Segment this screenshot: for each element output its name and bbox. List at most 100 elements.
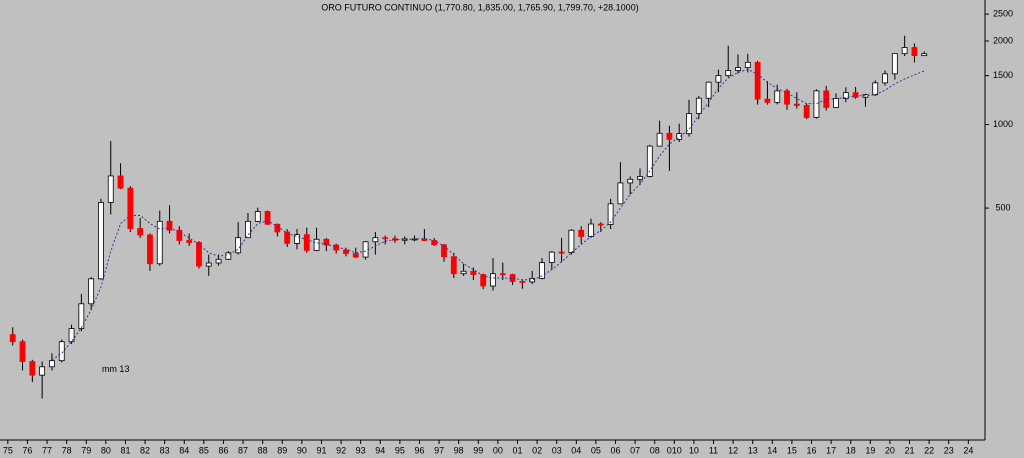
candle-body	[519, 281, 526, 283]
candle-body	[891, 53, 898, 75]
x-tick-label: 24	[963, 445, 973, 455]
x-tick-label: 10	[689, 445, 699, 455]
candle-body	[284, 231, 291, 244]
candle-body	[833, 98, 839, 108]
candle-body	[803, 105, 810, 118]
candle-body	[235, 237, 242, 254]
candle-body	[666, 132, 673, 140]
x-tick-label: 87	[238, 445, 248, 455]
candle-body	[39, 366, 46, 376]
x-tick-label: 79	[81, 445, 91, 455]
candle-body	[186, 240, 193, 243]
candle-body	[637, 176, 643, 180]
x-tick-label: 17	[826, 445, 836, 455]
candle-body	[205, 262, 212, 267]
candle-body	[166, 220, 173, 231]
x-tick-label: 96	[414, 445, 424, 455]
x-tick-label: 88	[258, 445, 268, 455]
x-tick-label: 16	[807, 445, 817, 455]
candle-body	[29, 361, 36, 376]
candle-body	[88, 278, 95, 305]
candle-body	[705, 81, 712, 99]
candle-body	[343, 249, 349, 254]
candle-body	[793, 103, 800, 106]
candle-body	[754, 61, 761, 100]
candle-body	[313, 238, 320, 251]
x-tick-label: 76	[22, 445, 32, 455]
x-tick-label: 82	[140, 445, 150, 455]
x-tick-label: 02	[532, 445, 542, 455]
x-tick-label: 12	[728, 445, 738, 455]
candle-body	[764, 98, 771, 103]
candle-body	[450, 256, 457, 275]
candle-body	[695, 97, 702, 114]
x-tick-label: 00	[493, 445, 503, 455]
candle-body	[744, 61, 751, 68]
x-tick-label: 75	[3, 445, 13, 455]
x-tick-label: 23	[944, 445, 954, 455]
candle-body	[656, 132, 663, 147]
candle-body	[78, 303, 85, 329]
candle-body	[578, 229, 585, 237]
candle-body	[568, 229, 575, 253]
x-tick-label: 05	[591, 445, 601, 455]
candle-body	[117, 175, 124, 189]
candle-body	[147, 234, 153, 265]
x-tick-label: 01	[512, 445, 522, 455]
candle-body	[901, 47, 908, 55]
y-tick-label: 2000	[993, 35, 1013, 45]
candle-body	[362, 241, 369, 258]
candle-body	[842, 92, 849, 99]
candle-body	[774, 90, 781, 103]
x-tick-label: 80	[101, 445, 111, 455]
candle-body	[676, 133, 683, 140]
x-tick-label: 20	[885, 445, 895, 455]
candle-body	[597, 223, 604, 226]
candle-body	[882, 73, 888, 84]
candle-body	[382, 237, 389, 240]
x-tick-label: 14	[767, 445, 777, 455]
candle-body	[852, 92, 859, 98]
x-tick-label: 03	[552, 445, 562, 455]
candle-body	[784, 90, 790, 105]
y-tick-label: 500	[995, 202, 1010, 212]
candle-body	[156, 220, 163, 265]
x-tick-label: 77	[42, 445, 52, 455]
x-tick-label: 84	[179, 445, 189, 455]
x-tick-label: 89	[277, 445, 287, 455]
candle-body	[686, 113, 692, 135]
candle-body	[49, 360, 55, 368]
candle-body	[460, 270, 467, 275]
x-tick-label: 99	[473, 445, 483, 455]
candle-body	[558, 251, 565, 254]
x-tick-label: 18	[846, 445, 856, 455]
candle-body	[715, 75, 722, 83]
candle-body	[627, 178, 634, 184]
y-tick-label: 1500	[993, 70, 1013, 80]
candle-body	[548, 251, 555, 264]
candle-body	[245, 220, 251, 239]
candle-body	[372, 237, 379, 243]
candle-body	[215, 258, 222, 264]
candle-body	[539, 262, 545, 279]
candle-body	[98, 202, 104, 280]
candle-body	[19, 341, 26, 362]
candle-body	[225, 252, 232, 260]
candle-body	[480, 274, 487, 287]
x-tick-label: 19	[865, 445, 875, 455]
x-tick-label: 08	[650, 445, 660, 455]
x-tick-label: 13	[748, 445, 758, 455]
ma-label: mm 13	[102, 364, 130, 374]
x-tick-label: 91	[316, 445, 326, 455]
candle-body	[921, 53, 928, 57]
candle-body	[431, 240, 438, 246]
x-tick-label: 81	[120, 445, 130, 455]
candle-body	[490, 273, 496, 287]
candle-body	[9, 334, 16, 343]
x-tick-label: 97	[434, 445, 444, 455]
candle-body	[872, 82, 879, 96]
candle-body	[352, 253, 359, 258]
x-tick-label: 11	[709, 445, 718, 455]
candle-body	[725, 70, 732, 77]
